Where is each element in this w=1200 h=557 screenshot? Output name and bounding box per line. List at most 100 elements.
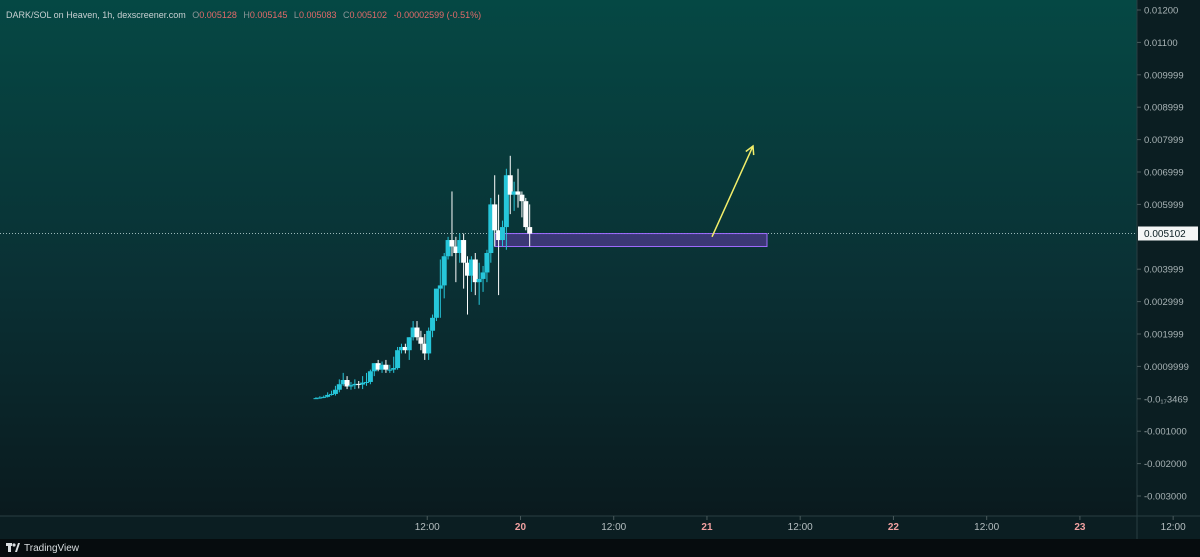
price-tick-label: -0.002000 <box>1144 459 1187 470</box>
candle-body <box>418 337 424 344</box>
candle-body <box>406 337 412 351</box>
candle-body <box>441 256 447 286</box>
candle-body <box>519 194 525 202</box>
legend-low-key: L <box>294 10 299 20</box>
candle-body <box>430 317 436 331</box>
watermark-text: TradingView <box>24 542 80 554</box>
time-axis-panel[interactable] <box>0 516 1137 539</box>
legend-high-value: 0.005145 <box>250 10 288 20</box>
support-zone-rect[interactable] <box>494 233 768 248</box>
candle-body <box>391 368 397 370</box>
last-price-badge <box>1138 226 1198 241</box>
time-tick-label: 12:00 <box>415 522 440 533</box>
legend-open-key: O <box>192 10 199 20</box>
time-tick-label: 12:00 <box>1161 522 1186 533</box>
candle-body <box>527 227 533 234</box>
legend-change: -0.00002599 (-0.51%) <box>394 10 482 20</box>
time-tick-label: 20 <box>515 522 527 533</box>
time-axis-ticks: 12:00 20 12:00 21 12:00 22 12:00 23 12:00 <box>415 516 1186 533</box>
watermark-bar: TradingView <box>0 539 1200 557</box>
candle-body <box>461 240 467 263</box>
candle-body <box>496 230 502 241</box>
candle-body <box>414 327 420 338</box>
price-axis-ticks: 0.01200 0.01100 0.009999 0.008999 0.007999 0.… <box>1137 6 1189 503</box>
candle-body <box>453 246 459 253</box>
tradingview-watermark[interactable]: TradingView <box>6 542 79 554</box>
candle-body <box>356 383 362 385</box>
price-axis-panel[interactable] <box>1137 0 1200 539</box>
candle-body <box>422 343 428 354</box>
candle-body <box>344 380 350 387</box>
price-tick-label: 0.009999 <box>1144 70 1184 81</box>
candle-body <box>511 191 517 195</box>
price-tick-label: 0.008999 <box>1144 103 1184 114</box>
price-tick-label: 0.002999 <box>1144 297 1184 308</box>
candle-body <box>352 383 358 386</box>
price-tick-label: 0.005999 <box>1144 200 1184 211</box>
legend: DARK/SOL on Heaven, 1h, dexscreener.com … <box>6 10 481 20</box>
candle-body <box>364 381 370 383</box>
candle-body <box>313 398 319 400</box>
legend-symbol: DARK/SOL on Heaven, 1h, dexscreener.com <box>6 10 186 20</box>
candle-body <box>503 175 509 228</box>
legend-open-value: 0.005128 <box>199 10 237 20</box>
time-tick-label: 12:00 <box>601 522 626 533</box>
time-tick-label: 23 <box>1074 522 1086 533</box>
legend-high-key: H <box>243 10 250 20</box>
trend-arrow[interactable] <box>711 144 755 238</box>
candle-body <box>332 389 338 394</box>
price-tick-label: 0.0009999 <box>1144 362 1189 373</box>
candle-body <box>383 364 389 370</box>
price-tick-label: 0.003999 <box>1144 265 1184 276</box>
plot-area[interactable] <box>0 0 1137 516</box>
time-tick-label: 12:00 <box>974 522 999 533</box>
candle-body <box>499 227 505 241</box>
candle-body <box>348 385 354 387</box>
candle-body <box>488 204 494 253</box>
candle-body <box>492 204 498 231</box>
candles <box>313 155 533 400</box>
candle-body <box>515 191 521 195</box>
chart-canvas[interactable]: 0.01200 0.01100 0.009999 0.008999 0.007999 0.… <box>0 0 1200 539</box>
candle-body <box>395 350 401 369</box>
support-zone[interactable] <box>494 233 768 248</box>
candle-body <box>317 397 323 399</box>
candle-body <box>325 394 331 397</box>
legend-close-key: C <box>343 10 350 20</box>
candle-body <box>523 201 529 228</box>
time-tick-label: 12:00 <box>788 522 813 533</box>
candle-body <box>367 371 373 382</box>
candle-body <box>329 393 335 395</box>
time-tick-label: 21 <box>701 522 713 533</box>
legend-low-value: 0.005083 <box>299 10 337 20</box>
candle-body <box>507 175 513 195</box>
time-tick-label: 22 <box>888 522 900 533</box>
candle-body <box>468 259 474 276</box>
candle-body <box>375 363 381 370</box>
candle-body <box>360 382 366 385</box>
candle-body <box>437 285 443 289</box>
price-tick-label: 0.007999 <box>1144 135 1184 146</box>
candle-body <box>426 330 432 354</box>
last-price-label: 0.005102 <box>1138 226 1198 241</box>
price-tick-label: 0.006999 <box>1144 168 1184 179</box>
candle-body <box>476 278 482 283</box>
trend-arrow-shaft <box>711 145 754 238</box>
price-tick-label: 0.01100 <box>1144 38 1178 49</box>
candle-body <box>340 380 346 385</box>
candle-body <box>387 369 393 371</box>
candle-body <box>336 384 342 390</box>
candle-body <box>472 259 478 283</box>
price-tick-label: -0.0₁₇3469 <box>1144 394 1188 405</box>
candle-body <box>457 240 463 253</box>
candle-body <box>398 346 404 351</box>
price-tick-label: -0.001000 <box>1144 427 1187 438</box>
candle-body <box>433 288 439 318</box>
price-tick-label: 0.01200 <box>1144 6 1178 17</box>
tradingview-logo-icon <box>6 543 20 552</box>
price-tick-label: -0.003000 <box>1144 492 1187 503</box>
candle-body <box>321 396 327 398</box>
candle-body <box>484 253 490 273</box>
price-tick-label: 0.001999 <box>1144 330 1184 341</box>
